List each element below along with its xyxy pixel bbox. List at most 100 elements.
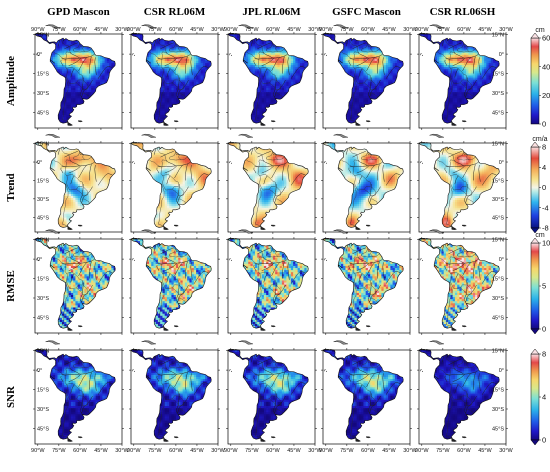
lat-tick-label: 15°N: [492, 349, 504, 355]
coastline: [227, 142, 309, 228]
column-title-3: GSFC Mascon: [332, 6, 401, 18]
map-panel-snr-1: 90°W 75°W 60°W 45°W 30°W: [127, 340, 226, 454]
lon-tick-label: 90°W: [127, 27, 141, 33]
lat-tick-label: 45°S: [37, 315, 49, 321]
rivers-borders: [149, 147, 209, 227]
lat-tick-label: 30°S: [37, 296, 49, 302]
map-panel-amplitude-4: 90°W 75°W 60°W 45°W 30°W15°N 0° 15°S 30°S 45°S: [415, 24, 514, 130]
lon-tick-label: 75°W: [340, 448, 354, 454]
lon-tick-label: 60°W: [457, 448, 471, 454]
lat-tick-label: 45°S: [492, 215, 504, 221]
map-panel-snr-3: 90°W 75°W 60°W 45°W 30°W: [319, 340, 418, 454]
rivers-borders: [341, 38, 401, 122]
colorbar-tick-label: 4: [542, 163, 546, 172]
lon-tick-label: 30°W: [211, 27, 225, 33]
coastline: [322, 33, 404, 124]
falkland-islands: [173, 224, 179, 227]
lon-tick-label: 45°W: [287, 27, 301, 33]
colorbar-unit: cm: [535, 27, 545, 34]
row-title-trend: Trend: [5, 173, 17, 201]
colorbar-tick-label: 40: [542, 62, 550, 71]
column-title-4: CSR RL06SH: [430, 6, 496, 18]
map-panel-snr-2: 90°W 75°W 60°W 45°W 30°W: [224, 340, 323, 454]
map-panel-snr-4: 90°W 75°W 60°W 45°W 30°W 15°N 0° 15°S 30°S 45°S: [415, 340, 514, 454]
colorbar-trend: -8 -4 0 4 8cm/a: [530, 136, 549, 234]
colorbar-tick-label: 0: [542, 325, 546, 334]
rivers-borders: [437, 243, 497, 327]
rivers-borders: [246, 243, 306, 327]
lat-tick-label: 15°S: [37, 72, 49, 78]
coastline: [130, 33, 212, 124]
lon-tick-label: 45°W: [478, 27, 492, 33]
coastline: [227, 33, 309, 124]
lon-tick-label: 75°W: [436, 27, 450, 33]
lon-tick-label: 60°W: [266, 27, 280, 33]
map-panel-trend-1: [129, 133, 220, 234]
falkland-islands: [365, 325, 371, 328]
coastline: [418, 349, 500, 440]
rivers-borders: [149, 243, 209, 327]
map-panel-amplitude-1: 90°W 75°W 60°W 45°W 30°W: [127, 24, 226, 130]
map-panel-rmse-1: [129, 229, 220, 335]
map-panel-amplitude-0: 90°W 75°W 60°W 45°W 30°W 15°N 0° 15°S 30°S 45°S: [31, 24, 130, 130]
lon-tick-label: 75°W: [148, 27, 162, 33]
falkland-islands: [365, 120, 371, 123]
map-panel-rmse-0: 15°N 0° 15°S 30°S 45°S: [33, 229, 124, 335]
rivers-borders: [246, 147, 306, 227]
lon-tick-label: 60°W: [457, 27, 471, 33]
lon-tick-label: 45°W: [190, 27, 204, 33]
lat-tick-label: 0°: [37, 368, 42, 374]
falkland-islands: [365, 436, 371, 439]
lon-tick-label: 90°W: [319, 448, 333, 454]
lat-tick-label: 15°S: [492, 277, 504, 283]
lon-tick-label: 30°W: [499, 27, 513, 33]
lat-tick-label: 15°N: [37, 33, 49, 39]
colorbar-max-arrow: [530, 237, 540, 244]
column-title-2: JPL RL06M: [242, 6, 301, 18]
coastline: [322, 238, 404, 329]
lon-tick-label: 30°W: [308, 448, 322, 454]
lon-tick-label: 75°W: [52, 27, 66, 33]
lat-tick-label: 15°S: [492, 178, 504, 184]
lat-tick-label: 0°: [37, 52, 42, 58]
coastline: [227, 349, 309, 440]
colorbar-unit: cm/a: [532, 136, 547, 143]
lon-tick-label: 90°W: [31, 27, 45, 33]
falkland-islands: [270, 224, 276, 227]
rivers-borders: [53, 354, 113, 438]
colorbar-tick-label: 5: [542, 282, 546, 291]
coastline: [418, 238, 500, 329]
coastline: [322, 349, 404, 440]
lon-tick-label: 60°W: [361, 448, 375, 454]
colorbar-max-arrow: [530, 32, 540, 39]
lat-tick-label: 45°S: [37, 110, 49, 116]
lat-tick-label: 15°S: [37, 388, 49, 394]
lon-tick-label: 45°W: [94, 27, 108, 33]
colorbar-tick-label: -4: [542, 203, 549, 212]
lon-tick-label: 30°W: [308, 27, 322, 33]
lon-tick-label: 75°W: [340, 27, 354, 33]
colorbar-max-arrow: [530, 141, 540, 148]
colorbar-min-arrow: [530, 328, 540, 335]
rivers-borders: [341, 243, 401, 327]
lat-tick-label: 15°S: [492, 388, 504, 394]
colorbar-min-arrow: [530, 439, 540, 446]
falkland-islands: [270, 325, 276, 328]
lat-tick-label: 45°S: [37, 426, 49, 432]
rivers-borders: [246, 354, 306, 438]
lat-tick-label: 0°: [499, 257, 504, 263]
falkland-islands: [173, 120, 179, 123]
lon-tick-label: 90°W: [31, 448, 45, 454]
lon-tick-label: 60°W: [73, 27, 87, 33]
lon-tick-label: 30°W: [211, 448, 225, 454]
colorbar-tick-label: 0: [542, 183, 546, 192]
lon-tick-label: 75°W: [245, 27, 259, 33]
coastline: [34, 142, 116, 228]
map-panel-rmse-2: [226, 229, 317, 335]
lon-tick-label: 90°W: [224, 27, 238, 33]
lat-tick-label: 30°S: [492, 91, 504, 97]
lon-tick-label: 75°W: [52, 448, 66, 454]
falkland-islands: [173, 436, 179, 439]
